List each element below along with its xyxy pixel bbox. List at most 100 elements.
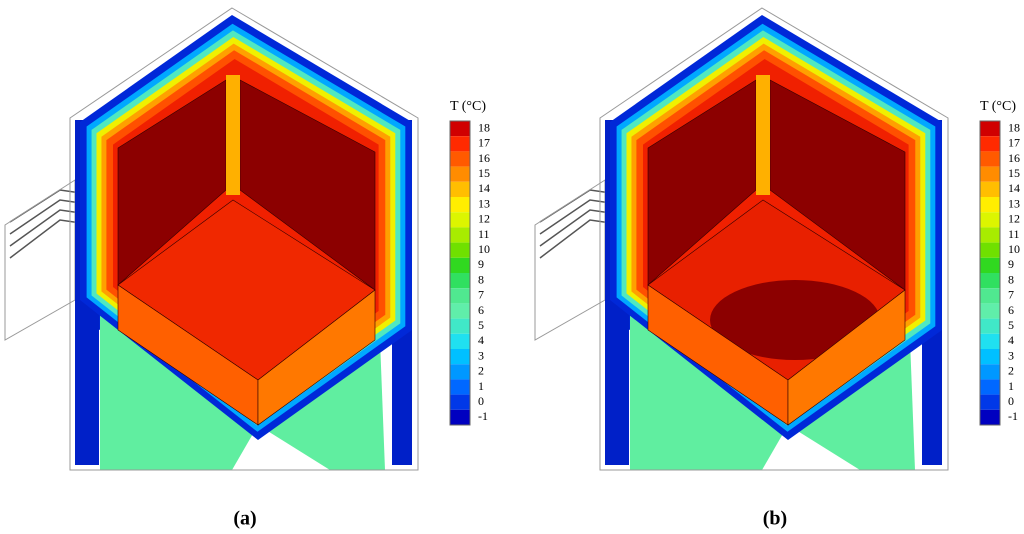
colorbar-tick-label: 2 xyxy=(478,364,484,378)
colorbar-band xyxy=(450,151,470,167)
colorbar-band xyxy=(980,242,1000,258)
colorbar-band xyxy=(450,303,470,319)
colorbar-title: T (°C) xyxy=(450,99,486,114)
colorbar-tick-label: -1 xyxy=(1008,409,1018,423)
colorbar-tick-label: 17 xyxy=(478,136,490,150)
colorbar-tick-label: -1 xyxy=(478,409,488,423)
colorbar-tick-label: 16 xyxy=(1008,151,1020,165)
colorbar-band xyxy=(450,394,470,410)
colorbar-tick-label: 16 xyxy=(478,151,490,165)
colorbar-band xyxy=(980,151,1000,167)
colorbar-tick-label: 2 xyxy=(1008,364,1014,378)
wireframe xyxy=(534,179,606,341)
colorbar-band xyxy=(450,197,470,213)
colorbar-band xyxy=(980,303,1000,319)
colorbar-tick-label: 0 xyxy=(1008,394,1014,408)
floor-edge xyxy=(787,289,906,426)
colorbar-tick-label: 8 xyxy=(478,272,484,286)
colorbar-band xyxy=(450,288,470,304)
outline xyxy=(599,7,949,471)
colorbar-tick-label: 12 xyxy=(478,212,490,226)
colorbar-band xyxy=(980,212,1000,228)
colorbar-band xyxy=(450,212,470,228)
colorbar-tick-label: 9 xyxy=(1008,257,1014,271)
colorbar-tick-label: 7 xyxy=(478,288,484,302)
colorbar-band xyxy=(450,227,470,243)
colorbar-band xyxy=(980,197,1000,213)
colorbar-tick-label: 14 xyxy=(478,181,490,195)
colorbar-tick-label: 4 xyxy=(1008,333,1014,347)
colorbar-band xyxy=(450,273,470,289)
colorbar-band xyxy=(980,166,1000,182)
colorbar-tick-label: 5 xyxy=(1008,318,1014,332)
panel-label: (a) xyxy=(233,508,256,530)
colorbar-tick-label: 18 xyxy=(478,120,490,134)
colorbar-band xyxy=(980,288,1000,304)
colorbar-band xyxy=(980,136,1000,152)
colorbar-band xyxy=(450,409,470,425)
colorbar-band xyxy=(450,318,470,334)
colorbar-tick-label: 18 xyxy=(1008,120,1020,134)
colorbar-band xyxy=(980,364,1000,380)
cold-region xyxy=(788,340,915,470)
colorbar-band xyxy=(450,136,470,152)
corner-glow xyxy=(226,75,240,195)
colorbar-band xyxy=(980,181,1000,197)
colorbar-tick-label: 14 xyxy=(1008,181,1020,195)
colorbar-band xyxy=(450,121,470,137)
colorbar-band xyxy=(980,257,1000,273)
colorbar-tick-label: 17 xyxy=(1008,136,1020,150)
colorbar-tick-label: 1 xyxy=(1008,379,1014,393)
colorbar-tick-label: 6 xyxy=(1008,303,1014,317)
colorbar-tick-label: 8 xyxy=(1008,272,1014,286)
colorbar-tick-label: 7 xyxy=(1008,288,1014,302)
colorbar-band xyxy=(450,379,470,395)
colorbar-band xyxy=(980,409,1000,425)
colorbar-band xyxy=(980,318,1000,334)
outline xyxy=(69,7,419,471)
colorbar-band xyxy=(450,349,470,365)
colorbar-tick-label: 5 xyxy=(478,318,484,332)
colorbar-band xyxy=(980,379,1000,395)
colorbar-tick-label: 4 xyxy=(478,333,484,347)
colorbar-frame xyxy=(979,120,1001,426)
colorbar-tick-label: 11 xyxy=(478,227,490,241)
colorbar-tick-label: 12 xyxy=(1008,212,1020,226)
floor-edge xyxy=(257,289,376,426)
colorbar-tick-label: 0 xyxy=(478,394,484,408)
colorbar-tick-label: 11 xyxy=(1008,227,1020,241)
colorbar-tick-label: 3 xyxy=(478,348,484,362)
colorbar-tick-label: 10 xyxy=(478,242,490,256)
colorbar-tick-label: 13 xyxy=(478,196,490,210)
colorbar-tick-label: 6 xyxy=(478,303,484,317)
colorbar-tick-label: 3 xyxy=(1008,348,1014,362)
corner-glow xyxy=(756,75,770,195)
colorbar-frame xyxy=(449,120,471,426)
colorbar-band xyxy=(980,273,1000,289)
colorbar-band xyxy=(980,394,1000,410)
colorbar-band xyxy=(450,166,470,182)
panel-label: (b) xyxy=(763,508,787,530)
colorbar-band xyxy=(450,257,470,273)
colorbar-tick-label: 10 xyxy=(1008,242,1020,256)
colorbar-band xyxy=(980,227,1000,243)
colorbar-tick-label: 15 xyxy=(1008,166,1020,180)
floor-core xyxy=(710,280,880,360)
colorbar-tick-label: 13 xyxy=(1008,196,1020,210)
colorbar-band xyxy=(450,242,470,258)
cold-region xyxy=(258,340,385,470)
colorbar-tick-label: 9 xyxy=(478,257,484,271)
colorbar-band xyxy=(980,349,1000,365)
colorbar-tick-label: 1 xyxy=(478,379,484,393)
colorbar-band xyxy=(980,333,1000,349)
colorbar-band xyxy=(450,364,470,380)
wireframe xyxy=(4,179,76,341)
colorbar-band xyxy=(980,121,1000,137)
colorbar-title: T (°C) xyxy=(980,99,1016,114)
colorbar-band xyxy=(450,181,470,197)
colorbar-tick-label: 15 xyxy=(478,166,490,180)
colorbar-band xyxy=(450,333,470,349)
